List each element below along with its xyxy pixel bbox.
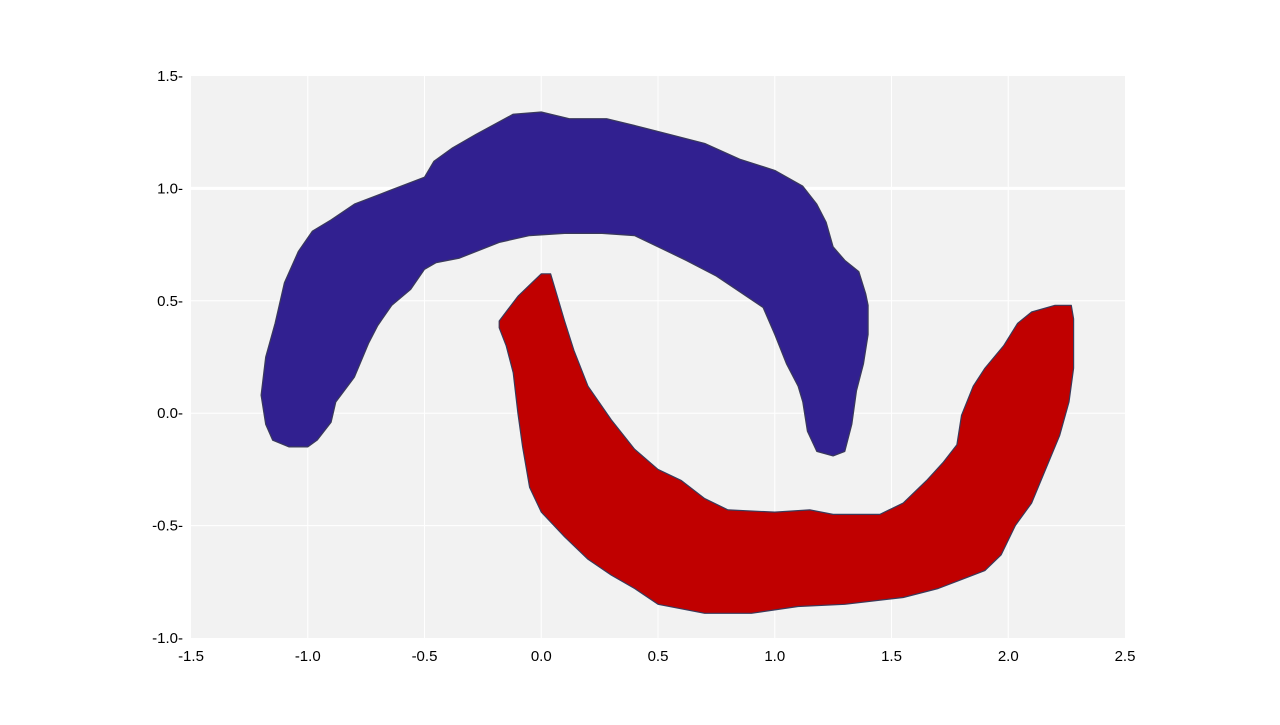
x-tick-label: 0.0 <box>531 648 552 665</box>
y-tick-label: -1.0- <box>152 630 183 647</box>
y-tick-label: 1.0- <box>157 180 183 197</box>
data-series <box>260 111 1075 614</box>
y-tick-label: 0.5- <box>157 293 183 310</box>
x-tick-label: 2.5 <box>1115 648 1136 665</box>
y-tick-label: 0.0- <box>157 405 183 422</box>
y-tick-label: 1.5- <box>157 68 183 85</box>
y-tick-label: -0.5- <box>152 518 183 535</box>
x-tick-label: 1.5 <box>881 648 902 665</box>
lower-moon-region <box>498 273 1075 614</box>
x-tick-label: -1.5 <box>178 648 204 665</box>
x-axis-ticks: -1.5 -1.0 -0.5 0.0 0.5 1.0 1.5 2.0 2.5 <box>178 648 1135 665</box>
x-tick-label: -0.5 <box>412 648 438 665</box>
x-tick-label: 1.0 <box>764 648 785 665</box>
x-tick-label: 2.0 <box>998 648 1019 665</box>
upper-moon-region <box>260 111 869 457</box>
x-tick-label: 0.5 <box>648 648 669 665</box>
x-tick-label: -1.0 <box>295 648 321 665</box>
y-axis-ticks: -1.0- -0.5- 0.0- 0.5- 1.0- 1.5- <box>152 68 183 647</box>
